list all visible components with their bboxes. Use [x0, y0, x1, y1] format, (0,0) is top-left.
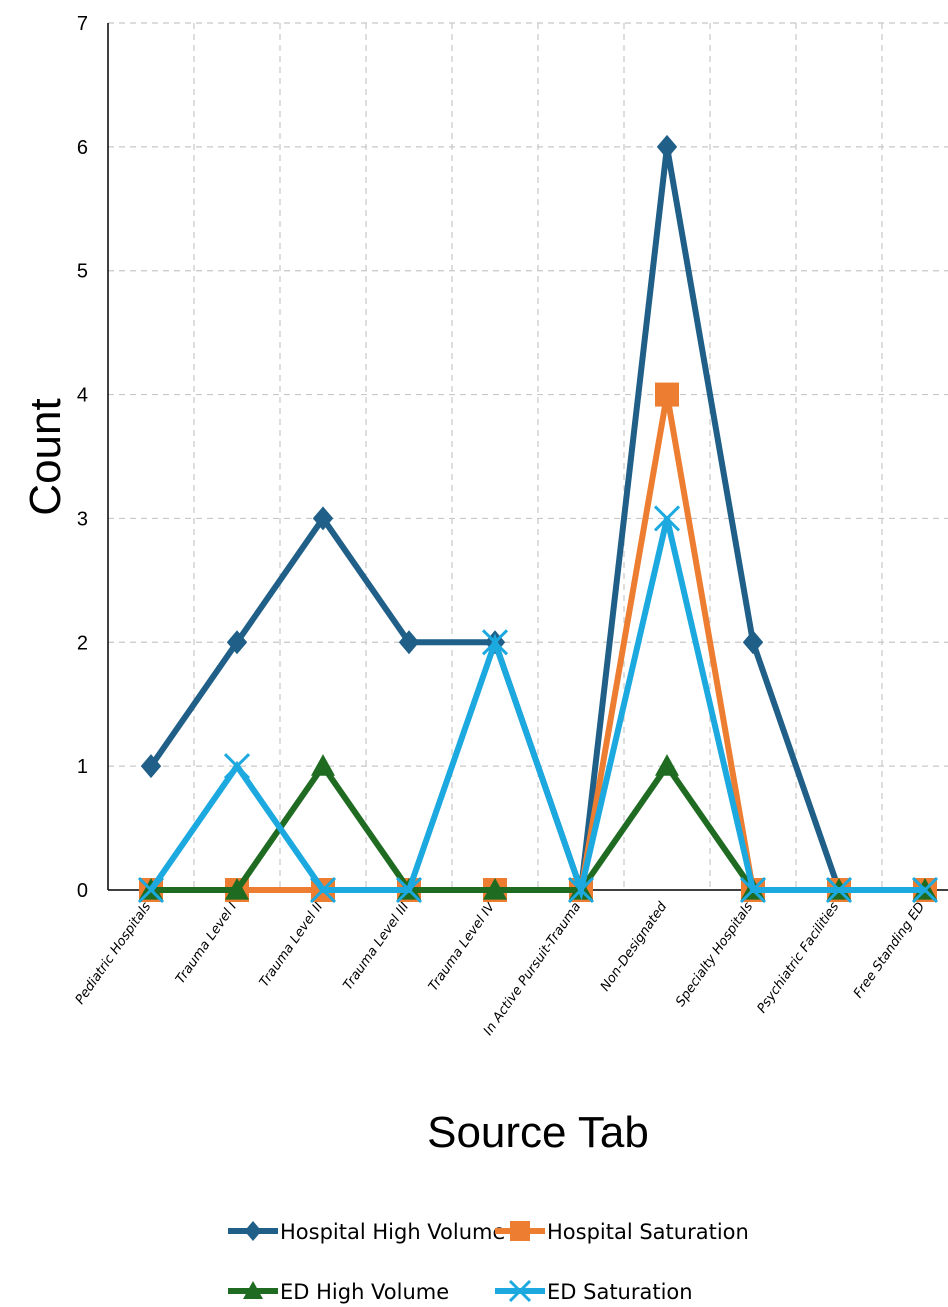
- data-point: [312, 506, 334, 531]
- data-point: [655, 382, 679, 407]
- data-point-stroke: [223, 753, 251, 780]
- data-point: [223, 753, 251, 780]
- legend-label: ED High Volume: [280, 1280, 449, 1304]
- data-point: [742, 630, 764, 655]
- data-point: [825, 876, 853, 904]
- data-point-stroke: [137, 876, 165, 904]
- data-point: [911, 876, 939, 904]
- axes: [107, 23, 948, 891]
- data-point: [656, 134, 678, 159]
- legend-item: ED High Volume: [228, 1280, 449, 1304]
- data-point: [309, 876, 337, 904]
- legend-item: Hospital Saturation: [495, 1220, 749, 1244]
- data-point: [243, 1281, 263, 1299]
- legend-label: Hospital Saturation: [547, 1220, 749, 1244]
- data-point: [481, 629, 509, 656]
- series-ed-saturation: [137, 505, 939, 904]
- data-point: [140, 754, 162, 779]
- x-tick-label: Free Standing ED: [851, 900, 928, 1001]
- y-tick-label: 1: [77, 756, 88, 778]
- data-point-stroke: [739, 876, 767, 904]
- y-tick-label: 5: [77, 261, 88, 283]
- y-tick-label: 6: [77, 137, 88, 159]
- x-tick-label: Trauma Level IV: [426, 899, 499, 994]
- x-tick-label: Trauma Level I: [173, 900, 240, 987]
- data-point: [244, 1221, 262, 1241]
- x-tick-label: Psychiatric Facilities: [755, 900, 843, 1017]
- legend-item: ED Saturation: [495, 1279, 693, 1304]
- data-point: [398, 630, 420, 655]
- data-point-stroke: [825, 876, 853, 904]
- legend-label: ED Saturation: [547, 1280, 693, 1304]
- y-tick-labels: 0 1 2 3 4 5 6 7: [77, 13, 88, 902]
- data-point: [225, 878, 249, 900]
- legend: Hospital High Volume Hospital Saturation E…: [228, 1220, 749, 1304]
- data-point: [653, 505, 681, 532]
- data-point: [483, 878, 507, 900]
- x-tick-label: Pediatric Hospitals: [73, 900, 155, 1008]
- x-tick-label: Trauma Level II: [257, 900, 327, 990]
- data-point: [395, 876, 423, 904]
- x-tick-label: Trauma Level III: [341, 900, 413, 993]
- data-point-stroke: [508, 1279, 532, 1303]
- y-tick-label: 4: [77, 385, 88, 407]
- data-point-stroke: [911, 876, 939, 904]
- data-point: [655, 754, 679, 776]
- legend-item: Hospital High Volume: [228, 1220, 505, 1244]
- data-point-stroke: [309, 876, 337, 904]
- y-tick-label: 3: [77, 508, 88, 530]
- data-point: [739, 876, 767, 904]
- y-tick-label: 7: [77, 13, 88, 35]
- data-point: [510, 1221, 530, 1241]
- x-tick-label: Specialty Hospitals: [673, 900, 756, 1010]
- data-point: [508, 1279, 532, 1303]
- legend-label: Hospital High Volume: [280, 1220, 505, 1244]
- data-point: [226, 630, 248, 655]
- data-point: [311, 754, 335, 776]
- series-line: [148, 517, 925, 901]
- data-point: [137, 876, 165, 904]
- x-tick-label: Non-Designated: [598, 899, 671, 994]
- x-axis-label: Source Tab: [427, 1108, 649, 1157]
- data-point-stroke: [481, 629, 509, 656]
- y-axis-label: Count: [21, 398, 70, 515]
- data-point-stroke: [395, 876, 423, 904]
- y-tick-label: 0: [77, 880, 88, 902]
- series-layer: [137, 134, 939, 904]
- data-point: [567, 876, 595, 904]
- y-tick-label: 2: [77, 632, 88, 654]
- x-tick-labels: Pediatric Hospitals Trauma Level I Trauma …: [73, 899, 929, 1039]
- x-tick-label: In Active Pursuit-Trauma: [481, 900, 584, 1039]
- grid: [108, 22, 948, 890]
- data-point-stroke: [567, 876, 595, 904]
- data-point-stroke: [653, 505, 681, 532]
